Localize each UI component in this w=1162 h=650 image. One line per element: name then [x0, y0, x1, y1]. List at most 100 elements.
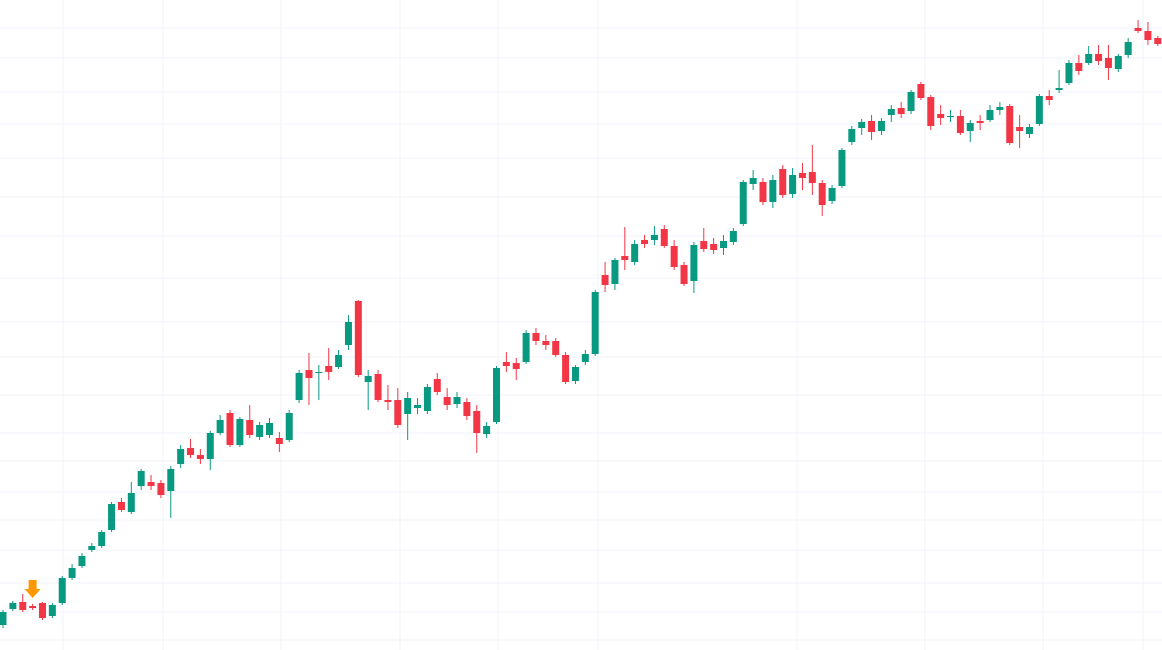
- candle-body: [986, 110, 994, 120]
- candle-body: [650, 235, 658, 240]
- candle-body: [1134, 28, 1142, 31]
- candle-body: [818, 183, 826, 205]
- candle-body: [769, 180, 777, 202]
- candle-body: [798, 173, 806, 178]
- candle-body: [394, 400, 402, 425]
- candle-body: [670, 246, 678, 267]
- candle-body: [947, 116, 955, 117]
- candle-body: [344, 322, 352, 345]
- candle-body: [315, 372, 323, 373]
- candle-body: [789, 175, 797, 194]
- candle-body: [690, 245, 698, 281]
- candle-body: [38, 603, 46, 618]
- candle-body: [808, 172, 816, 183]
- candle-body: [167, 469, 175, 491]
- candle-body: [887, 109, 895, 115]
- candle-body: [414, 405, 422, 408]
- candle-body: [265, 423, 273, 435]
- candle-body: [493, 368, 500, 422]
- candle-body: [976, 121, 984, 123]
- candle-body: [710, 244, 718, 250]
- candle-body: [591, 292, 599, 354]
- candle-body: [453, 397, 461, 404]
- candle-body: [187, 448, 195, 455]
- candle-body: [127, 493, 135, 512]
- candle-body: [611, 260, 619, 284]
- candle-body: [117, 502, 125, 510]
- candle-body: [927, 97, 935, 126]
- candle-body: [581, 354, 589, 362]
- candle-body: [522, 333, 530, 362]
- candle-body: [443, 397, 451, 405]
- candle-body: [29, 606, 37, 608]
- candle-body: [1065, 63, 1073, 83]
- candle-body: [157, 483, 165, 495]
- candle-body: [571, 367, 579, 381]
- candle-body: [216, 420, 224, 433]
- candle-body: [1085, 54, 1093, 63]
- candle-body: [532, 333, 540, 341]
- candle-body: [897, 108, 905, 114]
- candle-body: [1124, 42, 1132, 55]
- candle-body: [631, 244, 639, 262]
- candle-body: [325, 366, 333, 372]
- candle-body: [907, 92, 915, 111]
- candle-body: [858, 122, 866, 128]
- candle-body: [1045, 96, 1053, 100]
- candle-body: [956, 116, 964, 133]
- candle-body: [98, 532, 106, 546]
- candle-body: [1055, 88, 1063, 90]
- candle-body: [877, 121, 885, 131]
- candle-body: [206, 433, 214, 459]
- candle-body: [246, 420, 254, 435]
- candle-body: [68, 568, 76, 578]
- candle-body: [463, 402, 471, 416]
- candle-body: [641, 240, 649, 244]
- candle-body: [966, 123, 974, 131]
- candle-body: [828, 188, 836, 201]
- candle-body: [78, 556, 86, 566]
- candle-body: [177, 449, 185, 464]
- candle-body: [739, 182, 747, 224]
- candle-body: [374, 374, 382, 400]
- candle-body: [423, 387, 431, 411]
- candle-body: [937, 114, 945, 118]
- candle-body: [502, 362, 510, 366]
- candle-body: [1006, 106, 1014, 143]
- candle-body: [147, 482, 155, 486]
- signal-arrow: [24, 580, 41, 598]
- candle-body: [384, 400, 392, 402]
- candle-body: [48, 605, 56, 616]
- candle-body: [621, 256, 629, 260]
- candle-body: [1016, 127, 1024, 131]
- candle-body: [1035, 96, 1043, 124]
- candle-body: [700, 241, 708, 249]
- candle-body: [660, 229, 668, 246]
- candle-body: [868, 121, 876, 132]
- candle-body: [749, 178, 757, 184]
- candle-body: [473, 411, 481, 433]
- candle-body: [729, 231, 737, 242]
- candle-body: [779, 169, 787, 195]
- candle-body: [354, 301, 362, 375]
- candle-body: [285, 413, 293, 440]
- candle-body: [1104, 58, 1112, 68]
- candle-body: [848, 129, 856, 142]
- candle-body: [9, 603, 17, 609]
- candle-body: [512, 363, 520, 369]
- candle-body: [295, 373, 303, 400]
- candle-body: [562, 355, 570, 382]
- candle-body: [838, 150, 846, 186]
- candle-body: [236, 419, 244, 445]
- candle-body: [433, 379, 441, 392]
- candle-body: [19, 602, 27, 610]
- candle-body: [542, 341, 550, 345]
- candle-body: [196, 455, 204, 459]
- candle-body: [1025, 127, 1033, 134]
- candle-body: [1075, 63, 1083, 71]
- candle-body: [88, 546, 96, 550]
- candle-body: [256, 425, 264, 437]
- candle-body: [759, 182, 767, 202]
